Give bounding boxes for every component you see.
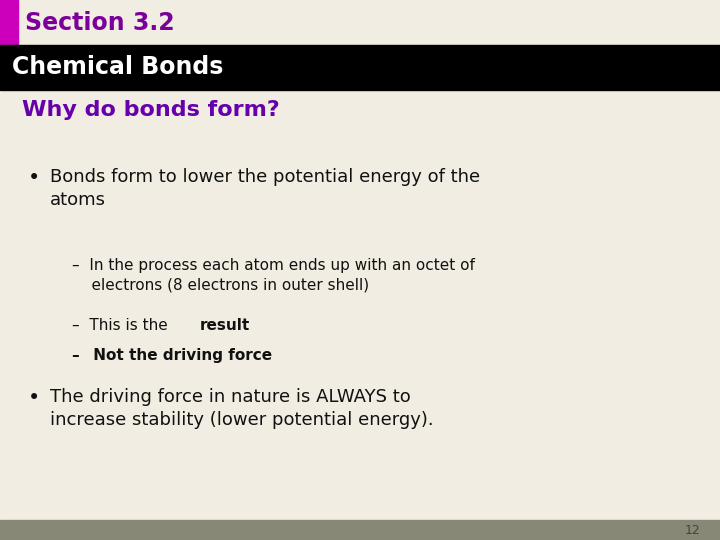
Bar [0,0,18,45]
Text: Section 3.2: Section 3.2 [25,10,175,35]
Text: Bonds form to lower the potential energy of the
atoms: Bonds form to lower the potential energy… [50,168,480,209]
Text: 12: 12 [684,523,700,537]
Text: •: • [28,168,40,188]
Text: The driving force in nature is ALWAYS to
increase stability (lower potential ene: The driving force in nature is ALWAYS to… [50,388,433,429]
Text: •: • [28,388,40,408]
Text: –  In the process each atom ends up with an octet of
    electrons (8 electrons : – In the process each atom ends up with … [72,258,475,292]
Bar [0,520,720,540]
Text: –   Not the driving force: – Not the driving force [72,348,272,363]
Bar [0,45,720,90]
Text: Why do bonds form?: Why do bonds form? [22,100,280,120]
Bar [18,0,720,45]
Text: Chemical Bonds: Chemical Bonds [12,56,223,79]
Text: –  This is the: – This is the [72,318,173,333]
Text: result: result [200,318,251,333]
